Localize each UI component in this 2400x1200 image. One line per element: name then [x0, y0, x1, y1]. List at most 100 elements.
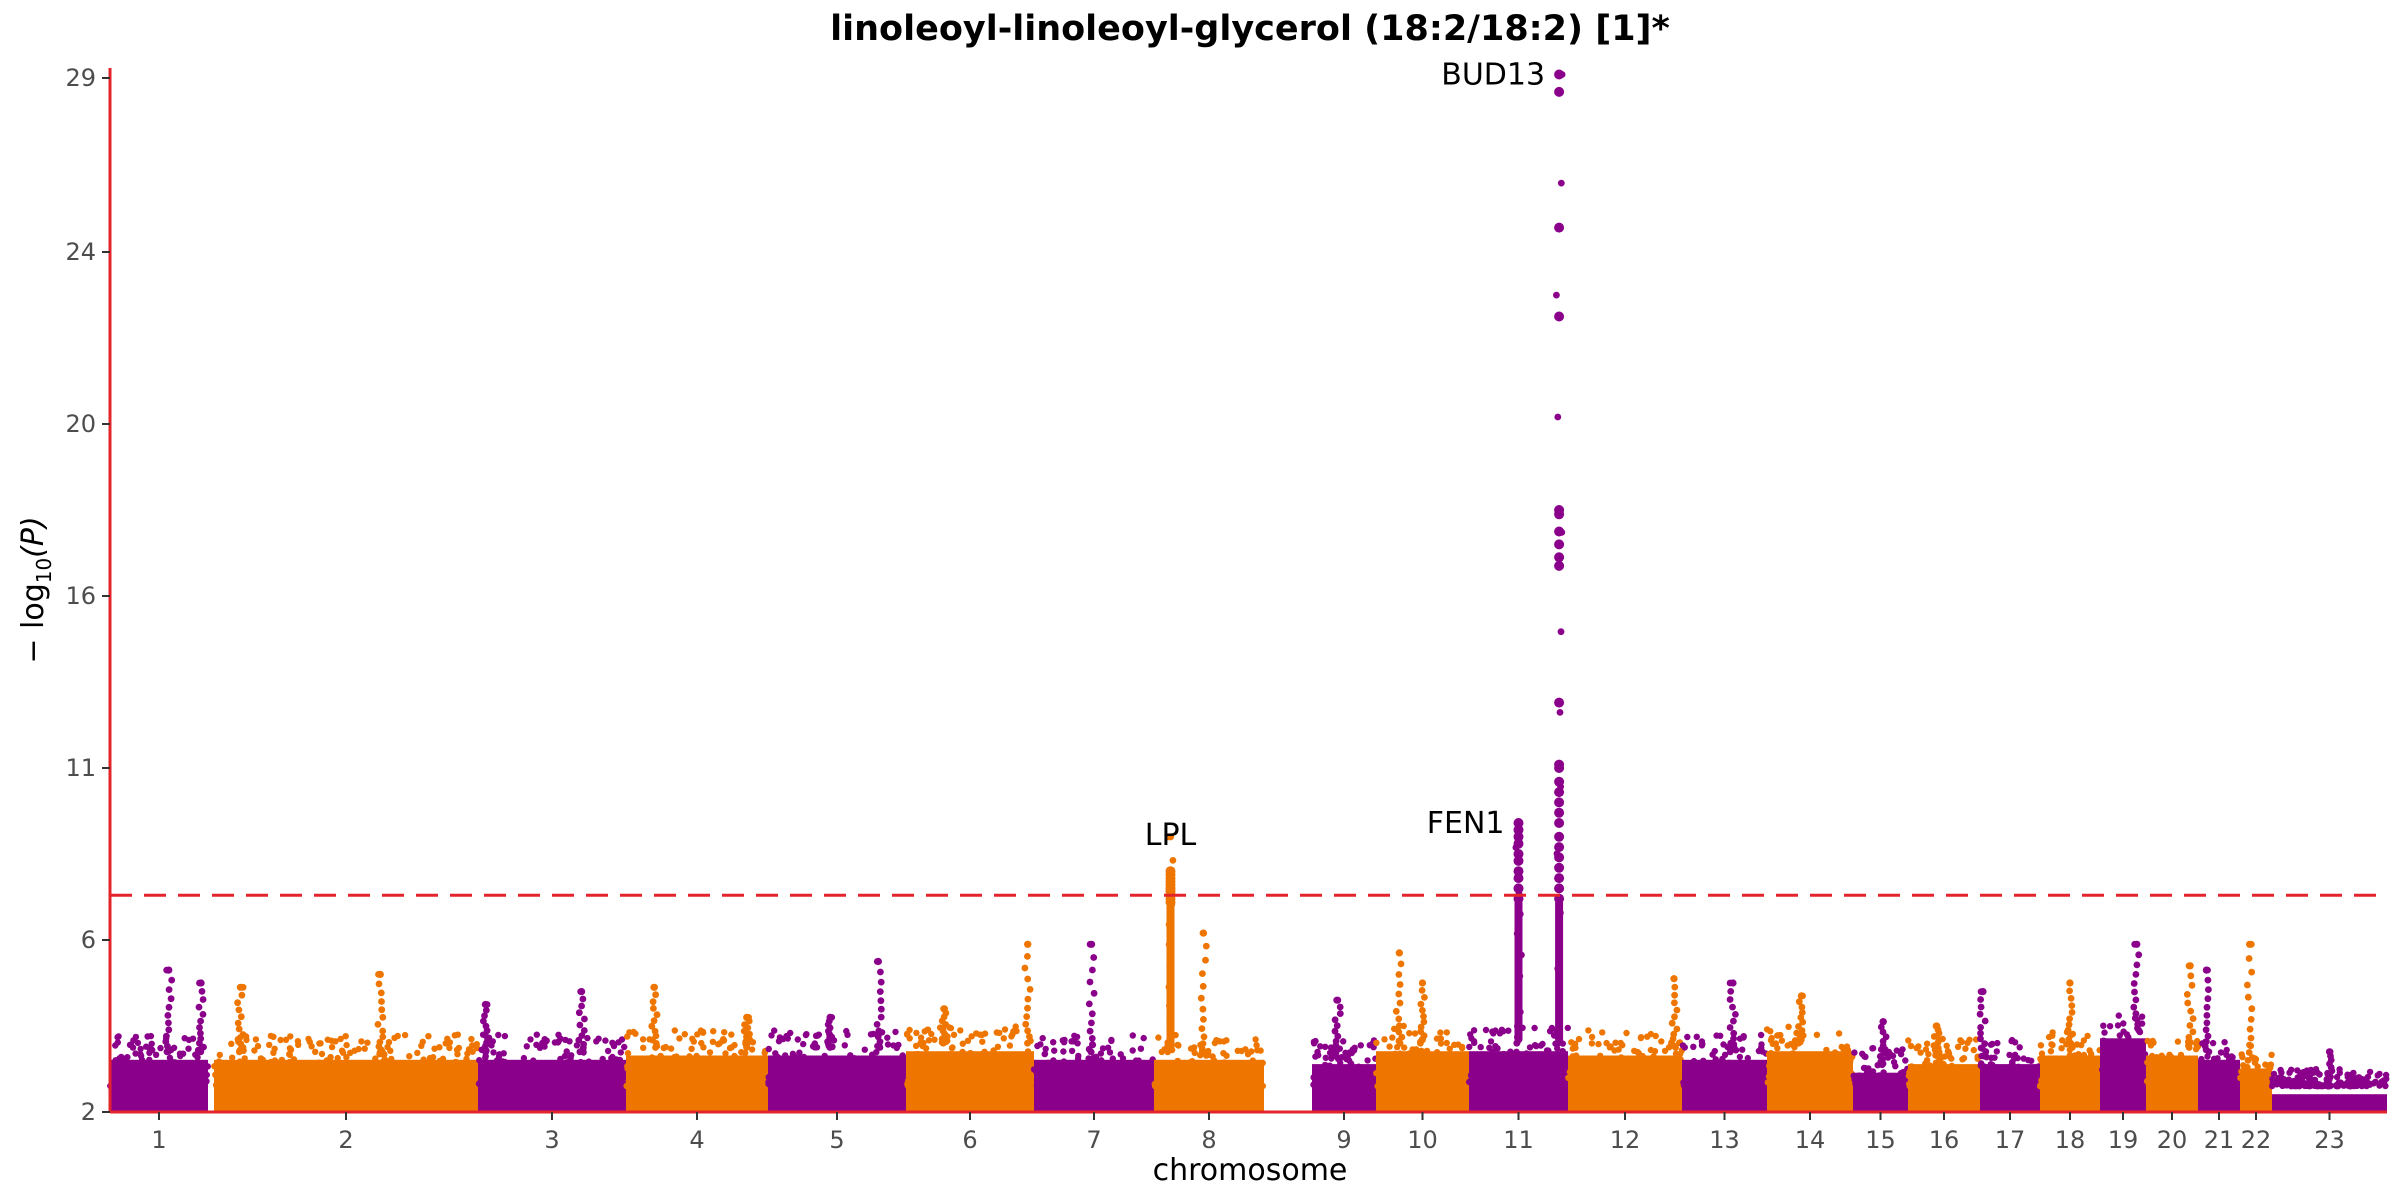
snp-point — [923, 1067, 931, 1075]
snp-point — [1634, 1048, 1641, 1056]
snp-point — [1417, 1023, 1425, 1031]
snp-point — [1087, 1056, 1095, 1064]
snp-point — [566, 1081, 574, 1089]
snp-point — [1019, 1083, 1026, 1090]
snp-point — [1621, 1058, 1628, 1065]
snp-point — [895, 1041, 902, 1049]
snp-point — [624, 1063, 631, 1070]
snp-point — [1395, 1015, 1403, 1023]
snp-point — [374, 1021, 382, 1028]
snp-point — [1364, 1057, 1371, 1064]
snp-point — [2045, 1033, 2053, 1041]
snp-point — [1840, 1046, 1847, 1053]
snp-point — [1977, 1003, 1985, 1011]
snp-point — [1250, 1074, 1257, 1081]
peak-point — [1979, 988, 1987, 996]
snp-point — [2070, 1073, 2078, 1080]
snp-point — [1832, 1076, 1839, 1084]
snp-point — [1012, 1023, 1019, 1030]
snp-point — [1833, 1083, 1840, 1090]
snp-point — [1599, 1082, 1606, 1090]
snp-point — [1977, 996, 1984, 1003]
snp-point — [1766, 1062, 1773, 1070]
snp-point — [501, 1032, 509, 1040]
chromosome-14-points — [1763, 992, 1856, 1112]
snp-point — [2052, 1082, 2060, 1089]
snp-point — [1470, 1082, 1478, 1090]
snp-point — [614, 1070, 621, 1077]
snp-point — [244, 1072, 251, 1080]
snp-point — [1813, 1031, 1821, 1039]
peak-point — [874, 957, 883, 966]
snp-point — [1487, 1055, 1494, 1062]
snp-point — [1417, 1000, 1425, 1008]
snp-point — [138, 1056, 146, 1064]
snp-point — [1647, 1030, 1655, 1038]
snp-point — [2244, 993, 2252, 1001]
snp-point — [1486, 1044, 1493, 1052]
x-tick-label: 21 — [2204, 1126, 2235, 1154]
snp-point — [624, 1033, 631, 1040]
snp-point — [1778, 1037, 1786, 1044]
snp-point — [2247, 1042, 2255, 1050]
snp-point — [380, 1057, 387, 1065]
snp-point — [1765, 1051, 1773, 1058]
snp-point — [709, 1038, 717, 1046]
snp-point — [934, 1053, 942, 1060]
snp-point — [892, 1059, 899, 1067]
snp-point — [1492, 1027, 1499, 1034]
snp-point — [2015, 1063, 2022, 1071]
snp-point — [1599, 1029, 1606, 1036]
snp-point — [559, 1067, 566, 1075]
snp-point — [1223, 1052, 1230, 1059]
x-axis-title: chromosome — [1153, 1153, 1348, 1188]
snp-point — [454, 1081, 461, 1088]
snp-point — [1673, 1025, 1681, 1033]
snp-point — [382, 1071, 389, 1079]
snp-point — [1921, 1073, 1929, 1081]
snp-point — [1557, 179, 1565, 187]
snp-point — [1526, 1044, 1534, 1051]
snp-point — [468, 1035, 475, 1043]
snp-point — [1585, 1072, 1593, 1079]
snp-point — [1024, 1027, 1031, 1035]
snp-point — [340, 1068, 347, 1076]
peak-point — [165, 966, 173, 974]
snp-point — [197, 1029, 204, 1037]
significant-point — [1554, 509, 1565, 520]
snp-point — [577, 1058, 584, 1066]
snp-point — [2241, 1065, 2248, 1073]
snp-point — [959, 1040, 966, 1047]
snp-point — [1068, 1047, 1076, 1055]
snp-point — [1085, 1000, 1093, 1008]
snp-point — [234, 1036, 242, 1043]
snp-point — [181, 1035, 188, 1042]
snp-point — [805, 1072, 812, 1079]
snp-point — [1167, 1063, 1174, 1071]
x-tick-label: 11 — [1503, 1126, 1534, 1154]
snp-point — [765, 1045, 772, 1053]
snp-point — [2275, 1074, 2282, 1082]
snp-point — [1880, 1069, 1887, 1076]
snp-point — [877, 1005, 885, 1013]
snp-point — [343, 1041, 350, 1049]
snp-point — [657, 1052, 664, 1060]
snp-point — [1981, 1017, 1989, 1025]
snp-point — [1809, 1054, 1817, 1061]
snp-point — [1835, 1030, 1843, 1037]
snp-point — [1507, 1048, 1514, 1055]
snp-point — [1256, 1076, 1263, 1083]
snp-point — [772, 1050, 779, 1057]
snp-point — [875, 1027, 883, 1035]
snp-point — [495, 1031, 502, 1039]
snp-point — [1426, 1065, 1433, 1072]
snp-point — [1375, 1057, 1382, 1064]
snp-point — [894, 1081, 902, 1088]
snp-point — [2163, 1082, 2171, 1090]
snp-point — [308, 1071, 316, 1079]
snp-point — [2187, 972, 2195, 980]
snp-point — [258, 1080, 265, 1088]
snp-point — [2126, 1062, 2134, 1069]
snp-point — [2364, 1073, 2372, 1081]
snp-point — [1197, 994, 1205, 1002]
